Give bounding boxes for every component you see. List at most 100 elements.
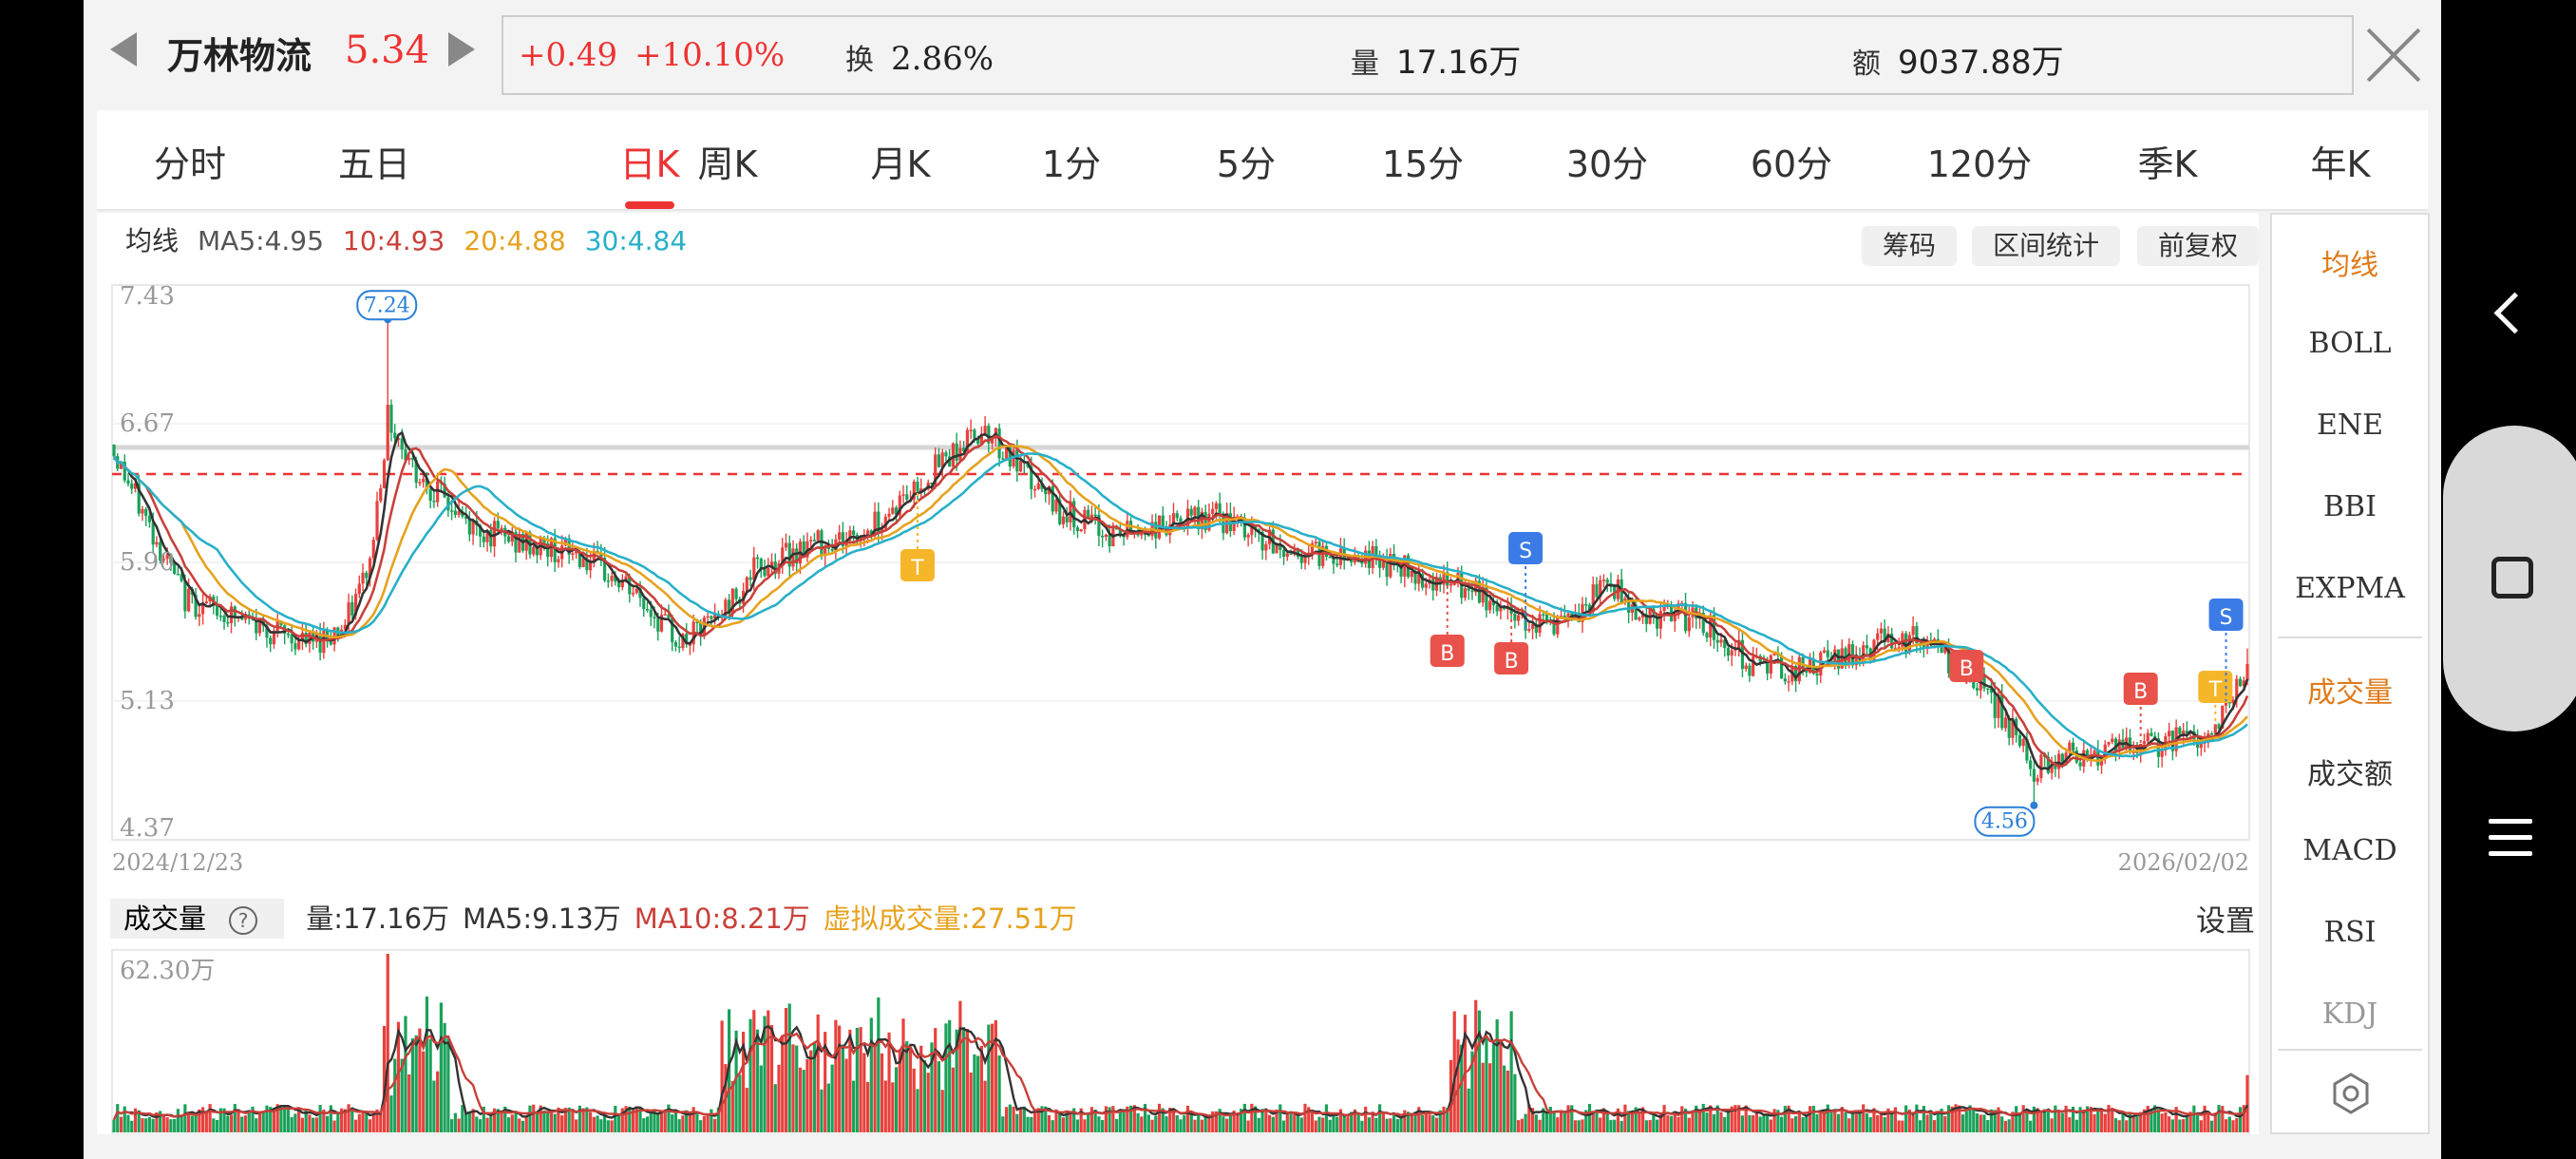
candle-body [1417,574,1421,584]
tab-15min[interactable]: 15分 [1381,143,1465,185]
tab-30min[interactable]: 30分 [1565,143,1649,185]
tab-60min[interactable]: 60分 [1750,143,1833,185]
tab-weekly-k[interactable]: 周K [697,143,758,185]
volume-bar [763,1016,767,1132]
menu-nav-icon[interactable] [2489,819,2532,857]
volume-bar [1185,1105,1190,1132]
tab-five-day[interactable]: 五日 [337,143,411,185]
candle-body [767,567,770,577]
indicator-amount[interactable]: 成交额 [2307,758,2393,791]
volume-bar [834,1019,838,1132]
indicator-bbi[interactable]: BBI [2323,490,2377,523]
tab-intraday[interactable]: 分时 [153,143,227,185]
volume-bar [1915,1104,1919,1132]
volume-bar [560,1115,564,1132]
volume-bar [1599,1117,1602,1132]
volume-bar [848,1029,852,1132]
range-stats-button[interactable]: 区间统计 [1972,226,2121,266]
chips-button[interactable]: 筹码 [1862,226,1958,266]
candle-body [979,433,983,445]
candle-body [653,617,656,619]
candle-body [169,554,173,563]
indicator-panel: 均线 BOLL ENE BBI EXPMA 成交量 成交额 MACD RSI K… [2270,213,2430,1134]
volume-bar [816,1014,820,1132]
volume-bar [407,1074,411,1132]
kline-chart[interactable]: 7.43 6.67 5.90 5.13 4.37 2024/12/23 2026/02/02… [97,213,2259,1134]
candle-body [492,521,497,547]
home-nav-icon[interactable] [2491,557,2533,598]
tab-quarterly-k[interactable]: 季K [2137,143,2198,185]
candle-body [233,606,237,618]
adjust-button[interactable]: 前复权 [2137,226,2260,266]
candle-body [638,588,642,598]
candle-body [1530,623,1535,630]
volume-bar [159,1111,162,1132]
low-point-label: 4.56 [1981,810,2028,834]
candle-body [1303,556,1307,563]
volume-bar [2029,1120,2033,1132]
indicator-ene[interactable]: ENE [2316,408,2384,442]
volume-bar [212,1118,216,1132]
candle-body [165,554,169,560]
settings-button[interactable]: 设置 [2196,904,2255,939]
signal-marker [2123,673,2158,705]
candle-body [2017,734,2022,747]
candle-body [1242,517,1246,538]
volume-bar [2128,1113,2132,1132]
candle-body [616,581,621,588]
candle-body [357,583,361,595]
prev-stock-icon[interactable] [110,32,137,66]
help-icon[interactable]: ? [229,906,258,935]
volume-indicator-label[interactable]: 成交量? [110,899,285,939]
volume-bar [1491,1044,1496,1132]
volume-bar [1456,1039,1460,1132]
tab-1min[interactable]: 1分 [1041,143,1102,185]
volume-bar [2131,1114,2135,1132]
next-stock-icon[interactable] [448,32,475,66]
volume-bar [1075,1119,1080,1132]
volume-bar [710,1109,713,1132]
volume-bar [624,1106,628,1132]
indicator-settings-icon[interactable] [2329,1072,2373,1115]
volume-bar [852,1080,856,1132]
volume-ma10: MA10:8.21万 [634,902,810,935]
indicator-rsi[interactable]: RSI [2323,916,2377,949]
volume-bar [1477,1010,1482,1132]
tab-5min[interactable]: 5分 [1216,143,1277,185]
indicator-ma[interactable]: 均线 [2321,249,2378,282]
volume-bar [994,1019,997,1132]
indicator-expma[interactable]: EXPMA [2295,572,2405,605]
volume-bar [2015,1106,2018,1132]
tab-daily-k[interactable]: 日K [619,143,680,185]
tab-yearly-k[interactable]: 年K [2310,143,2371,185]
volume-bar [1676,1116,1680,1132]
tab-monthly-k[interactable]: 月K [870,143,931,185]
indicator-boll[interactable]: BOLL [2308,327,2392,360]
back-nav-icon[interactable] [2492,285,2530,342]
volume-bar [436,1071,440,1132]
candle-body [1399,565,1403,577]
kline-chart-panel[interactable]: 7.43 6.67 5.90 5.13 4.37 2024/12/23 2026/02/02… [97,213,2260,1134]
volume-bar [575,1119,578,1132]
indicator-volume[interactable]: 成交量 [2307,676,2393,710]
candle-body [1118,528,1122,536]
candle-body [1499,606,1503,612]
volume-bar [198,1109,201,1132]
candle-body [1730,650,1733,656]
candle-body [1328,556,1332,559]
candle-body [592,550,596,562]
volume-bar [581,1108,585,1132]
volume-bar [1104,1106,1108,1132]
candle-body [649,609,653,618]
volume-bar [1293,1112,1297,1132]
candle-body [2238,678,2243,687]
volume-bar [937,1061,941,1132]
candle-body [553,538,557,562]
indicator-kdj[interactable]: KDJ [2321,998,2378,1031]
close-icon[interactable] [2363,25,2424,86]
tab-120min[interactable]: 120分 [1926,143,2033,185]
candle-body [887,513,891,517]
indicator-macd[interactable]: MACD [2302,834,2397,867]
candle-body [1772,653,1776,656]
volume-bar [1544,1112,1549,1132]
